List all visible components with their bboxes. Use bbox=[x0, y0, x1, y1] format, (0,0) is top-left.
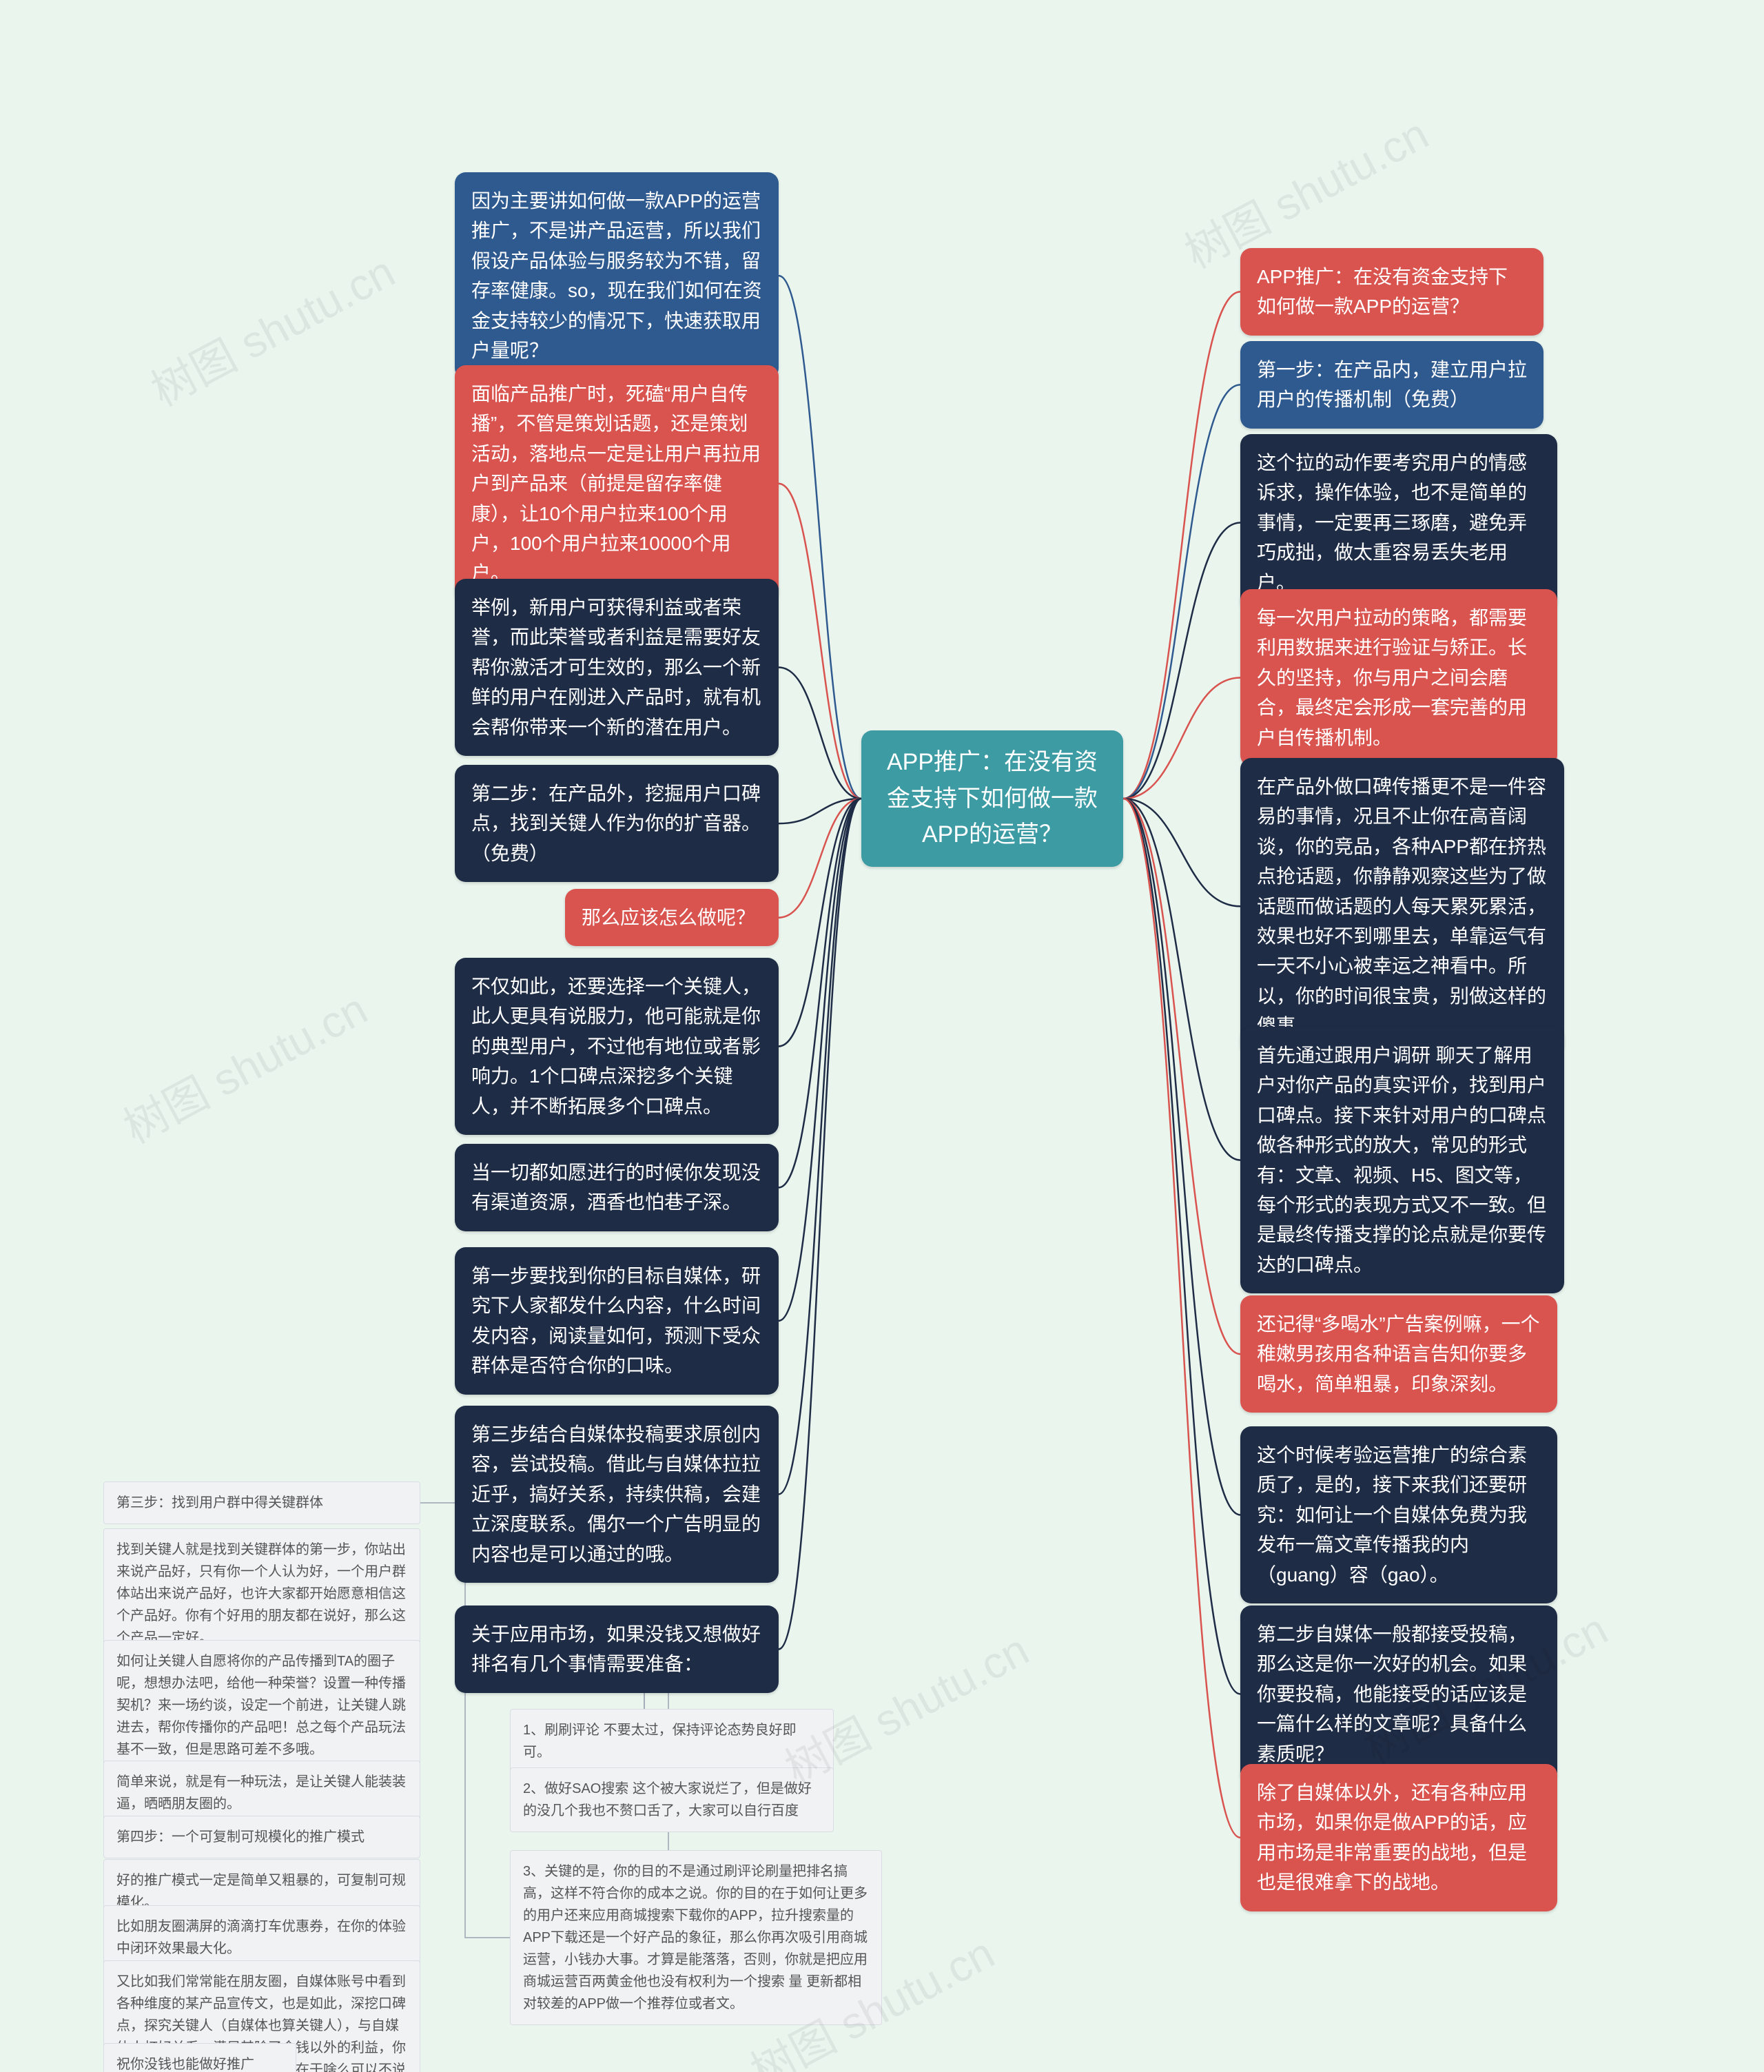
node-r10: 除了自媒体以外，还有各种应用市场，如果你是做APP的话，应用市场是非常重要的战地… bbox=[1240, 1764, 1557, 1911]
node-r5: 在产品外做口碑传播更不是一件容易的事情，况且不止你在高音阔谈，你的竞品，各种AP… bbox=[1240, 758, 1564, 1055]
node-r8: 这个时候考验运营推广的综合素质了，是的，接下来我们还要研究：如何让一个自媒体免费… bbox=[1240, 1426, 1557, 1603]
node-r3: 这个拉的动作要考究用户的情感诉求，操作体验，也不是简单的事情，一定要再三琢磨，避… bbox=[1240, 434, 1557, 611]
node-l10: 关于应用市场，如果没钱又想做好排名有几个事情需要准备： bbox=[455, 1606, 779, 1693]
node-l7: 当一切都如愿进行的时候你发现没有渠道资源，酒香也怕巷子深。 bbox=[455, 1144, 779, 1231]
watermark: 树图 shutu.cn bbox=[111, 974, 377, 1156]
node-l3: 举例，新用户可获得利益或者荣誉，而此荣誉或者利益是需要好友帮你激活才可生效的，那… bbox=[455, 579, 779, 756]
node-l1: 因为主要讲如何做一款APP的运营推广，不是讲产品运营，所以我们假设产品体验与服务… bbox=[455, 172, 779, 379]
node-r6: 首先通过跟用户调研 聊天了解用户对你产品的真实评价，找到用户口碑点。接下来针对用… bbox=[1240, 1027, 1564, 1293]
note-n1: 1、刷刷评论 不要太过，保持评论态势良好即可。 bbox=[510, 1709, 834, 1774]
node-r2: 第一步：在产品内，建立用户拉用户的传播机制（免费） bbox=[1240, 341, 1544, 429]
node-l2: 面临产品推广时，死磕“用户自传播”，不管是策划话题，还是策划活动，落地点一定是让… bbox=[455, 365, 779, 602]
node-c0: APP推广：在没有资金支持下如何做一款APP的运营？ bbox=[861, 730, 1123, 867]
note-g9: 祝你没钱也能做好推广 bbox=[103, 2043, 296, 2072]
node-l9: 第三步结合自媒体投稿要求原创内容，尝试投稿。借此与自媒体拉拉近乎，搞好关系，持续… bbox=[455, 1406, 779, 1583]
node-l8: 第一步要找到你的目标自媒体，研究下人家都发什么内容，什么时间发内容，阅读量如何，… bbox=[455, 1247, 779, 1395]
watermark: 树图 shutu.cn bbox=[139, 237, 404, 418]
note-g1: 第三步：找到用户群中得关键群体 bbox=[103, 1481, 420, 1524]
note-n3: 3、关键的是，你的目的不是通过刷评论刷量把排名搞高，这样不符合你的成本之说。你的… bbox=[510, 1850, 882, 2025]
node-r9: 第二步自媒体一般都接受投稿，那么这是你一次好的机会。如果你要投稿，他能接受的话应… bbox=[1240, 1606, 1557, 1783]
node-l6: 不仅如此，还要选择一个关键人，此人更具有说服力，他可能就是你的典型用户，不过他有… bbox=[455, 958, 779, 1135]
note-n2: 2、做好SAO搜索 这个被大家说烂了，但是做好的没几个我也不赘口舌了，大家可以自… bbox=[510, 1767, 834, 1832]
note-g5: 第四步：一个可复制可规模化的推广模式 bbox=[103, 1816, 420, 1858]
node-r1: APP推广：在没有资金支持下如何做一款APP的运营？ bbox=[1240, 248, 1544, 336]
node-l4: 第二步：在产品外，挖掘用户口碑点，找到关键人作为你的扩音器。（免费） bbox=[455, 765, 779, 882]
node-r7: 还记得“多喝水”广告案例嘛，一个稚嫩男孩用各种语言告知你要多喝水，简单粗暴，印象… bbox=[1240, 1295, 1557, 1413]
node-l5: 那么应该怎么做呢？ bbox=[565, 889, 779, 946]
node-r4: 每一次用户拉动的策略，都需要利用数据来进行验证与矫正。长久的坚持，你与用户之间会… bbox=[1240, 589, 1557, 766]
note-g3: 如何让关键人自愿将你的产品传播到TA的圈子呢，想想办法吧，给他一种荣誉？设置一种… bbox=[103, 1640, 420, 1771]
